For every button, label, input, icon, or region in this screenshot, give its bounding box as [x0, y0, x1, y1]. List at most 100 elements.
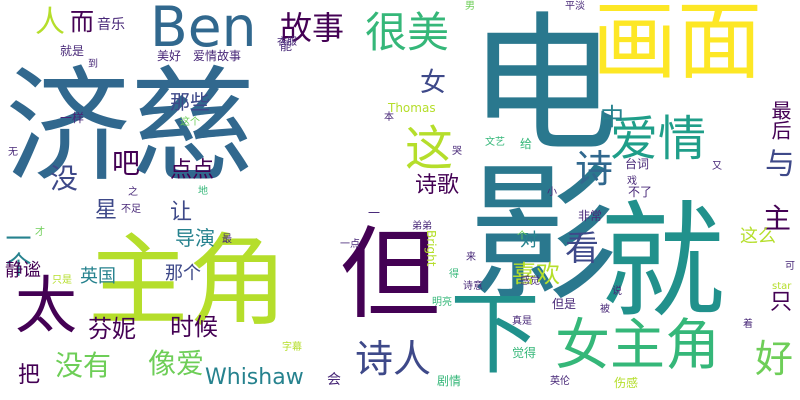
cloud-word-term-15: 诗	[575, 147, 614, 191]
cloud-word-term-58: 一样	[60, 111, 85, 125]
cloud-word-term-51: 就是	[60, 44, 85, 58]
cloud-word-term-8: 太	[15, 269, 78, 342]
cloud-word-term-68: 地	[198, 186, 208, 197]
cloud-word-term-40: 把	[18, 363, 41, 388]
cloud-word-term-72: 诗意	[463, 281, 483, 292]
cloud-word-term-45: 喜欢	[512, 260, 560, 288]
cloud-word-term-46: 对	[520, 230, 538, 251]
cloud-word-term-82: 字幕	[282, 342, 302, 353]
cloud-word-term-23: 而	[70, 8, 94, 36]
cloud-word-term-83: 觉得	[512, 346, 537, 360]
cloud-word-term-21: 女	[420, 68, 447, 98]
cloud-word-term-11: 很美	[365, 8, 450, 57]
cloud-word-term-95: 得	[449, 269, 459, 280]
cloud-word-term-63: 台词	[625, 157, 650, 171]
cloud-word-term-59: 这个	[180, 117, 200, 128]
cloud-word-term-47: 这么	[740, 226, 776, 247]
cloud-word-bright: Bright	[424, 230, 438, 267]
cloud-word-term-35: 英国	[80, 266, 116, 287]
cloud-word-term-71: 一点	[340, 239, 360, 250]
cloud-word-term-56: 男	[465, 1, 475, 12]
cloud-word-term-31: 那些	[170, 90, 210, 114]
cloud-word-term-64: 戏	[627, 176, 637, 187]
cloud-word-term-94: 一	[368, 206, 381, 220]
cloud-word-term-0: 济慈	[5, 55, 255, 200]
cloud-word-whishaw: Whishaw	[205, 365, 304, 390]
cloud-word-term-39: 时候	[170, 313, 218, 341]
cloud-word-term-41: 没有	[55, 349, 112, 382]
cloud-word-term-55: 能	[280, 39, 293, 53]
cloud-word-term-69: 最	[222, 234, 232, 245]
cloud-word-term-74: 但是	[552, 297, 577, 311]
cloud-word-term-75: 说	[612, 286, 622, 297]
cloud-word-term-57: 平淡	[565, 1, 585, 12]
cloud-word-term-66: 非常	[578, 209, 603, 223]
cloud-word-term-73: 感觉	[520, 276, 540, 287]
cloud-word-term-81: 着	[743, 319, 753, 330]
cloud-word-term-27: 没	[50, 162, 79, 195]
cloud-word-term-37: 静谧	[5, 260, 41, 281]
cloud-word-term-16: 好	[755, 337, 794, 381]
cloud-word-term-5: 但	[340, 216, 440, 333]
cloud-word-term-42: 像爱	[148, 347, 205, 380]
cloud-word-term-30: 诗歌	[415, 173, 460, 198]
cloud-word-term-88: 本	[384, 112, 394, 123]
cloud-word-term-98: 到	[88, 59, 98, 70]
cloud-word-term-10: 爱情	[610, 111, 707, 167]
cloud-word-term-79: 真是	[512, 316, 532, 327]
cloud-word-term-2: 主角	[88, 223, 288, 340]
cloud-word-term-67: 小	[547, 187, 557, 198]
cloud-word-term-48: 最后	[768, 100, 792, 140]
cloud-word-term-1: 电影	[443, 5, 617, 305]
cloud-word-term-4: 就	[600, 190, 725, 335]
cloud-word-term-20: 只	[770, 290, 793, 315]
cloud-word-term-25: 人	[35, 5, 65, 40]
cloud-word-term-6: 下	[450, 282, 540, 387]
cloud-word-term-28: 一个	[1, 225, 31, 277]
cloud-word-ben: Ben	[150, 0, 257, 59]
cloud-word-term-76: 可	[785, 261, 795, 272]
cloud-word-term-93: 个	[517, 231, 527, 242]
cloud-word-term-34: 导演	[175, 226, 215, 250]
cloud-word-term-32: 让	[170, 200, 193, 225]
cloud-word-term-17: 看	[565, 229, 599, 269]
cloud-word-term-85: 英伦	[550, 376, 570, 387]
cloud-word-term-36: 那个	[165, 263, 201, 284]
cloud-word-term-65: 不了	[628, 185, 653, 199]
cloud-word-term-26: 吧	[112, 147, 141, 180]
cloud-word-term-80: 被	[600, 304, 610, 315]
cloud-word-term-14: 这	[405, 121, 454, 177]
cloud-word-term-9: 女主角	[555, 313, 721, 377]
cloud-word-term-33: 星	[95, 198, 118, 223]
cloud-word-term-78: 明亮	[432, 297, 452, 308]
cloud-word-term-84: 剧情	[437, 374, 462, 388]
cloud-word-term-53: 爱情故事	[193, 49, 242, 63]
cloud-word-term-70: 弟弟	[412, 221, 432, 232]
cloud-word-star: star	[772, 281, 792, 292]
cloud-word-term-18: 与	[765, 147, 795, 182]
cloud-word-term-89: 又	[712, 161, 722, 172]
cloud-word-term-22: 中	[600, 103, 624, 131]
cloud-word-term-13: 诗人	[355, 337, 432, 381]
cloud-word-term-86: 伤感	[614, 376, 639, 390]
cloud-word-term-19: 主	[763, 202, 792, 235]
cloud-word-term-3: 画面	[592, 0, 763, 92]
cloud-word-term-97: 只是	[52, 275, 72, 286]
cloud-word-term-92: 才	[35, 227, 45, 238]
cloud-word-term-29: 点点	[170, 158, 215, 183]
cloud-word-term-90: 之	[128, 187, 138, 198]
cloud-word-term-24: 音乐	[97, 17, 125, 33]
cloud-word-term-12: 故事	[280, 9, 345, 47]
cloud-word-term-44: 会	[327, 372, 341, 388]
cloud-word-term-38: 芬妮	[88, 315, 136, 343]
cloud-word-term-62: 给	[520, 137, 533, 151]
cloud-word-thomas: Thomas	[388, 101, 436, 115]
cloud-word-term-54: 衣服	[277, 37, 297, 48]
cloud-word-term-52: 美好	[157, 49, 182, 63]
cloud-word-term-91: 不足	[121, 204, 141, 215]
cloud-word-term-61: 文艺	[485, 137, 505, 148]
cloud-word-term-96: 来	[466, 252, 476, 263]
cloud-word-term-87: 哭	[452, 146, 462, 157]
cloud-word-term-60: 无	[8, 147, 18, 158]
